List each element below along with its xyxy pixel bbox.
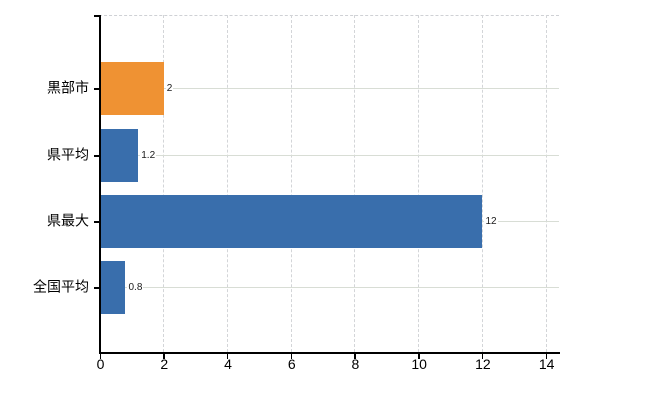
gridline xyxy=(163,15,165,352)
gridline xyxy=(545,15,547,352)
value-label: 0.8 xyxy=(127,281,144,294)
gridline xyxy=(99,287,559,288)
x-axis-tick-label: 2 xyxy=(160,356,169,372)
y-axis-line xyxy=(99,15,101,354)
category-label: 全国平均 xyxy=(33,278,89,295)
x-axis-tick-label: 12 xyxy=(475,356,491,372)
y-tick-mark xyxy=(94,287,99,289)
x-axis-tick-label: 10 xyxy=(411,356,427,372)
bar xyxy=(100,128,139,182)
gridline xyxy=(354,15,356,352)
x-tick-mark xyxy=(163,353,165,359)
y-tick-mark xyxy=(94,88,99,90)
value-label: 2 xyxy=(165,82,174,95)
category-label: 黒部市 xyxy=(47,79,89,96)
gridline xyxy=(418,15,420,352)
x-tick-mark xyxy=(481,353,484,359)
category-label: 県平均 xyxy=(47,146,89,163)
gridline xyxy=(226,15,228,352)
gridline xyxy=(99,155,559,156)
gridline xyxy=(481,15,483,352)
gridline xyxy=(99,88,559,89)
plot-top-border xyxy=(99,15,559,16)
bar xyxy=(100,260,126,314)
gridline xyxy=(290,15,292,352)
category-label: 県最大 xyxy=(47,212,89,229)
x-axis-tick-label: 6 xyxy=(287,356,296,372)
bar xyxy=(100,61,164,115)
x-tick-mark xyxy=(545,353,548,359)
x-axis-tick-label: 8 xyxy=(351,356,360,372)
y-tick-mark xyxy=(94,15,99,17)
value-label: 1.2 xyxy=(140,149,157,162)
x-axis-line xyxy=(99,352,560,354)
x-axis-tick-label: 0 xyxy=(96,356,105,372)
value-label: 12 xyxy=(484,215,498,228)
x-axis-tick-label: 14 xyxy=(538,356,555,372)
x-tick-mark xyxy=(290,353,293,359)
x-tick-mark xyxy=(418,353,420,359)
x-axis-tick-label: 4 xyxy=(224,356,232,372)
x-tick-mark xyxy=(226,353,229,359)
y-tick-mark xyxy=(94,221,99,223)
bar xyxy=(100,194,483,248)
x-tick-mark xyxy=(99,353,101,359)
y-tick-mark xyxy=(94,155,99,157)
x-tick-mark xyxy=(354,353,356,359)
